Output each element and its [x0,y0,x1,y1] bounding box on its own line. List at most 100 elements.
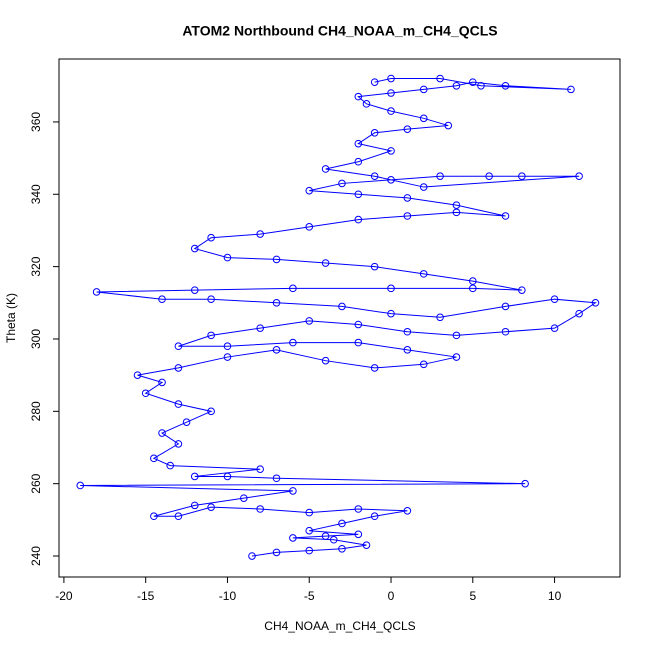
data-point [468,277,477,285]
data-point [403,212,412,220]
data-point [305,546,314,555]
data-point [321,356,330,365]
data-point [174,400,183,408]
plot-frame [58,58,621,578]
data-point [256,465,264,474]
data-point [305,317,314,325]
data-point [338,302,346,311]
data-point [329,535,338,544]
x-tick-label: 0 [388,589,395,603]
data-point [150,512,158,521]
data-point [387,147,395,155]
data-point [501,212,510,220]
data-point [362,100,371,108]
data-point [518,286,526,294]
data-point [387,176,395,184]
data-point [354,320,363,329]
data-point [354,190,363,199]
data-point [338,519,346,528]
data-point [272,346,281,354]
data-point [174,342,183,351]
data-point [370,262,379,271]
data-point [207,407,215,416]
data-point [387,309,395,318]
data-point [190,244,199,253]
data-point [444,121,453,130]
data-point [452,201,461,209]
data-point [240,494,248,502]
data-point [403,327,412,336]
data-point [305,508,314,517]
data-point [223,353,232,361]
data-point [436,74,444,83]
y-tick-label: 340 [29,184,43,204]
data-point [403,346,412,354]
data-point [256,230,264,238]
data-point [452,81,461,90]
x-tick-label: -20 [55,589,73,603]
data-point [289,284,297,293]
data-point [150,454,158,463]
data-point [403,125,412,133]
data-point [158,429,166,437]
data-point [272,299,281,307]
x-tick-label: -15 [137,589,155,603]
data-point [387,107,395,115]
data-point [419,360,428,369]
y-tick-label: 260 [29,473,43,493]
data-point [338,544,346,553]
data-point [141,389,150,398]
data-point [256,324,264,332]
data-point [452,331,461,340]
x-tick-label: 5 [469,589,476,603]
data-point [354,139,363,148]
chart-title: ATOM2 Northbound CH4_NOAA_m_CH4_QCLS [182,23,497,39]
data-point [354,530,363,539]
data-point [305,223,314,231]
data-point [190,286,199,294]
data-point [133,371,142,379]
y-axis-label: Theta (K) [4,293,18,343]
data-point [575,309,583,318]
data-line [80,78,597,557]
data-point [521,479,529,488]
data-point [370,364,379,372]
data-point [223,472,232,481]
data-point [591,299,600,307]
data-point [207,503,215,511]
data-point [207,331,215,340]
data-point [158,295,166,303]
x-tick-label: 10 [548,589,562,603]
y-tick-label: 240 [29,546,43,566]
data-point [207,295,215,303]
data-point [387,284,395,293]
data-point [289,338,297,347]
data-point [354,338,363,347]
data-point [166,461,175,470]
x-axis-label: CH4_NOAA_m_CH4_QCLS [264,619,415,633]
data-point [550,295,559,303]
data-point [174,440,183,448]
data-point [321,165,330,173]
data-point [370,512,379,521]
data-point [248,552,256,560]
data-point [289,534,297,542]
data-point [485,172,493,181]
data-point [436,172,444,181]
y-tick-label: 360 [29,112,43,132]
data-point [403,194,412,202]
data-point [419,270,428,278]
data-point [370,78,379,86]
data-point [354,157,363,166]
data-point [468,284,477,293]
data-point [477,81,485,90]
data-point [362,541,371,549]
data-point [272,548,281,557]
data-point [370,128,379,137]
data-point [436,313,444,322]
data-point [419,85,428,94]
data-point [256,505,264,513]
data-point [92,288,101,296]
data-point [321,532,330,540]
